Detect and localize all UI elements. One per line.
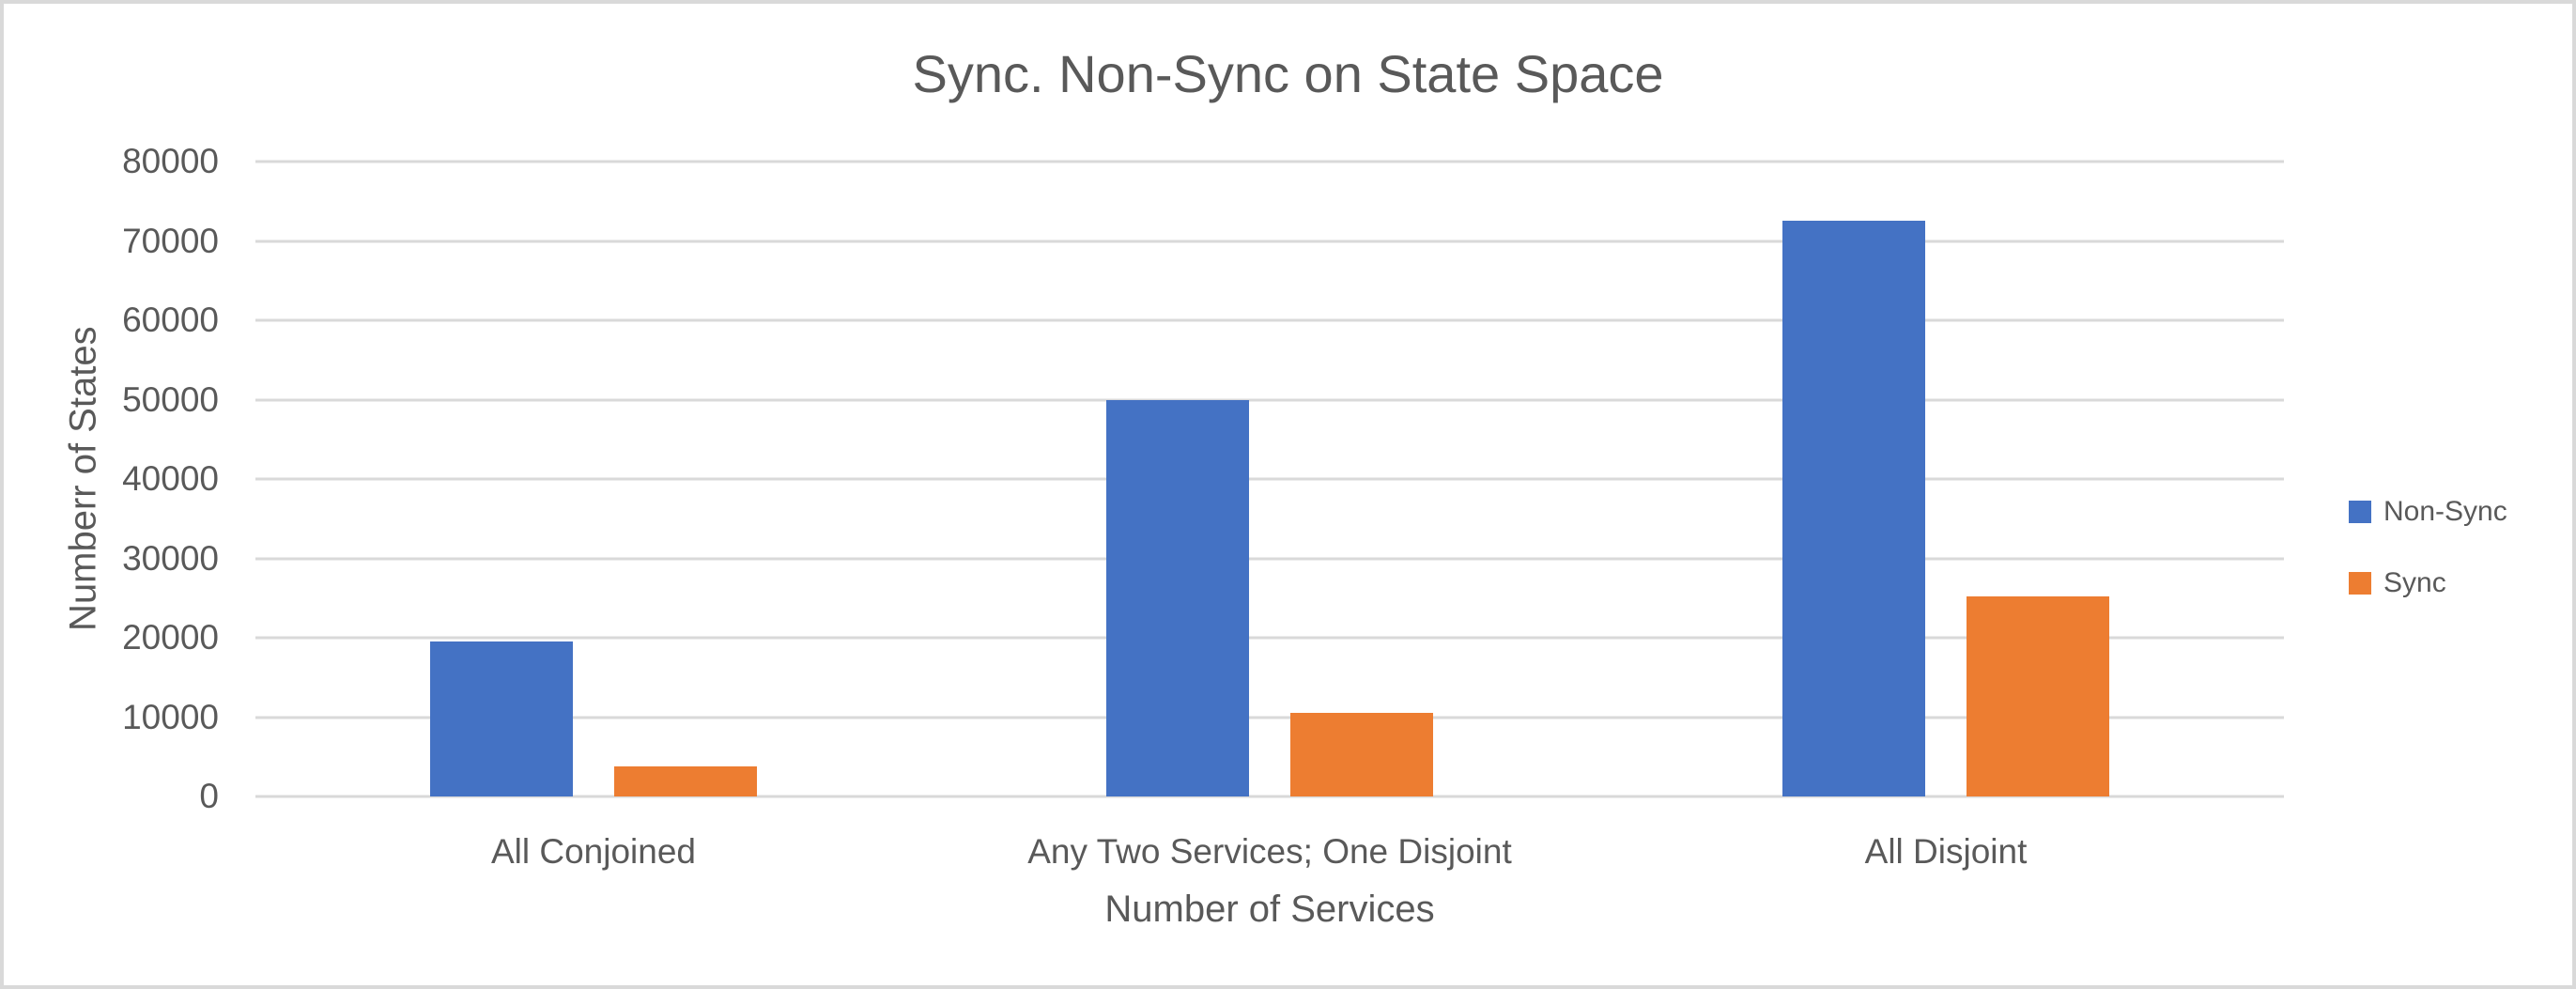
bars-row [255,162,2284,796]
y-tick-label-70000: 70000 [122,221,219,260]
bar-non-sync-1 [1106,399,1249,796]
y-tick-label-40000: 40000 [122,459,219,498]
legend-entry-sync: Sync [2349,567,2507,599]
bar-sync-1 [1290,713,1433,796]
plot-area [255,160,2284,798]
x-category-label-2: All Disjoint [1864,832,2028,871]
legend-label-non-sync: Non-Sync [2383,496,2507,527]
gridline-50000 [255,398,2284,401]
x-axis-title: Number of Services [1104,889,1435,930]
y-tick-label-0: 0 [199,777,219,815]
y-tick-label-80000: 80000 [122,142,219,180]
bar-sync-2 [1967,596,2109,796]
y-tick-label-60000: 60000 [122,301,219,339]
category-group-1 [932,162,1608,796]
gridline-30000 [255,557,2284,560]
category-group-0 [255,162,932,796]
gridline-70000 [255,240,2284,242]
gridline-80000 [255,160,2284,163]
bar-non-sync-0 [430,641,573,796]
y-tick-label-10000: 10000 [122,697,219,736]
gridline-20000 [255,636,2284,640]
gridline-60000 [255,318,2284,322]
y-tick-label-50000: 50000 [122,379,219,419]
gridline-10000 [255,716,2284,719]
bar-sync-0 [614,765,757,796]
legend-label-sync: Sync [2383,567,2446,598]
legend-swatch-sync [2349,572,2371,595]
legend-swatch-non-sync [2349,501,2371,523]
y-axis-tick-labels: 0 10000 20000 30000 40000 50000 60000 70000 8000… [4,142,219,815]
x-axis-category-labels: All Conjoined Any Two Services; One Disjo… [255,832,2284,872]
x-category-label-0: All Conjoined [490,832,697,871]
legend-entry-non-sync: Non-Sync [2349,496,2507,528]
y-tick-label-30000: 30000 [122,538,219,578]
x-category-label-1: Any Two Services; One Disjoint [1027,832,1512,871]
bar-non-sync-2 [1782,221,1925,796]
legend: Non-Sync Sync [2349,496,2507,599]
y-tick-label-20000: 20000 [122,618,219,657]
chart-title: Sync. Non-Sync on State Space [912,44,1664,103]
category-group-2 [1608,162,2284,796]
gridline-0 [255,795,2284,798]
gridline-40000 [255,477,2284,481]
